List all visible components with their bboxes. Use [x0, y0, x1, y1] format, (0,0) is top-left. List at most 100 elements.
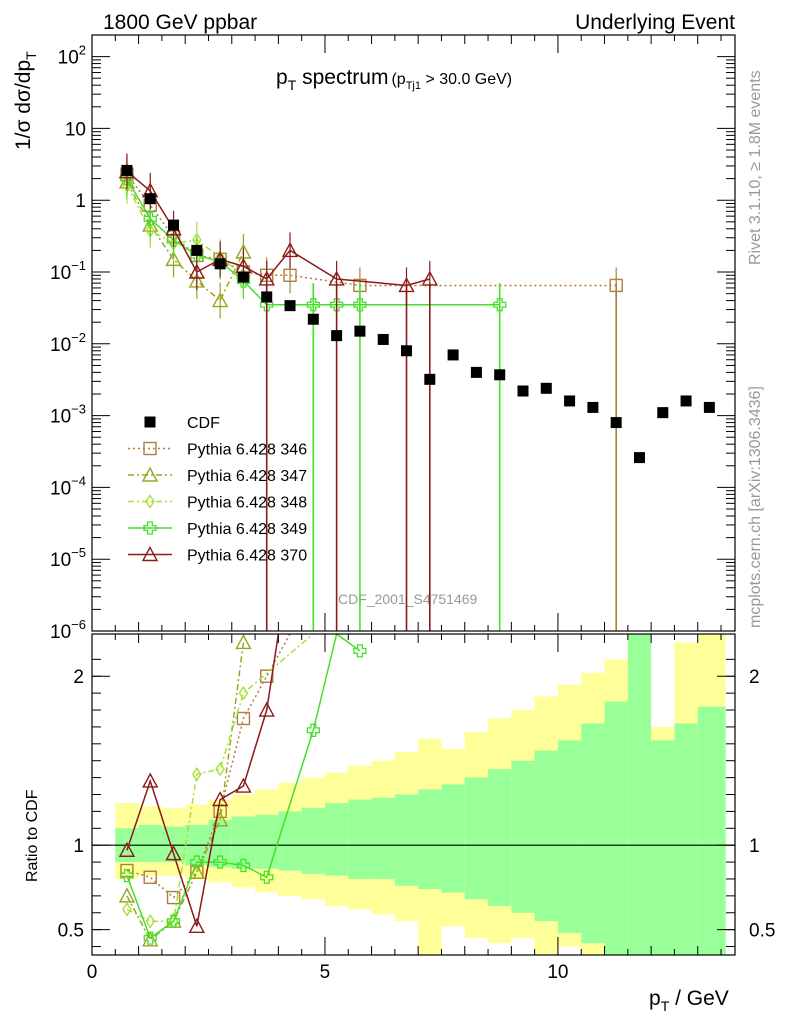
ratio-series-4 [118, 633, 280, 933]
top-frame [91, 34, 736, 632]
ratio-point [165, 845, 182, 861]
xlabel-sub: T [661, 998, 670, 1014]
ratio-point [190, 855, 204, 869]
legend-item: Pythia 6.428 348 [128, 494, 307, 512]
ratio-ylabel: Ratio to CDF [24, 789, 41, 882]
cdf-point [191, 244, 203, 256]
series-point [211, 292, 229, 308]
series-point [306, 298, 320, 312]
ratio-point [188, 917, 206, 933]
header-left: 1800 GeV ppbar [103, 11, 257, 34]
ratio-point [236, 711, 251, 726]
ratio-tick-label-right: 0.5 [749, 921, 775, 942]
legend-marker [144, 416, 156, 428]
inner-band [231, 816, 256, 869]
inner-band [488, 769, 512, 907]
ratio-line [126, 642, 245, 941]
rivet-label: Rivet 3.1.10, ≥ 1.8M events [747, 70, 764, 265]
y-tick-label: 10−6 [50, 617, 86, 643]
inner-band [324, 802, 349, 876]
cdf-point [307, 313, 319, 325]
cdf-point [703, 401, 715, 413]
ratio-uncertainty-bands [92, 634, 735, 955]
legend-item: Pythia 6.428 346 [128, 442, 307, 459]
legend-item: CDF [144, 415, 220, 432]
series-2 [122, 167, 249, 294]
ratio-point [122, 902, 132, 917]
inner-band [627, 634, 652, 955]
cdf-data [121, 164, 715, 464]
ratio-point [120, 868, 134, 883]
ratio-tick-label-right: 2 [749, 667, 760, 688]
legend-marker [141, 546, 159, 562]
ratio-point [235, 633, 252, 650]
cdf-point [517, 385, 529, 397]
ratio-point [145, 913, 156, 929]
y-tick-label: 10 [65, 119, 86, 140]
x-axis-label: pT / GeV [649, 987, 729, 1014]
legend-label: Pythia 6.428 348 [187, 495, 307, 512]
ratio-point [260, 870, 274, 884]
series-point [353, 298, 367, 312]
series-point [143, 212, 157, 226]
y-tick-label: 10−5 [50, 545, 86, 571]
inner-band [441, 784, 465, 893]
ratio-point [238, 685, 249, 701]
ratio-tick-label-left: 2 [73, 667, 84, 688]
inner-band [255, 814, 279, 869]
cdf-point [424, 373, 436, 385]
cdf-point [237, 271, 249, 283]
cdf-point [657, 407, 669, 419]
ratio-tick-label-left: 1 [73, 836, 84, 857]
inner-band [394, 794, 419, 886]
cdf-point [540, 382, 552, 394]
plot-title: pT spectrum (pTj1 > 30.0 GeV) [276, 66, 512, 93]
ratio-point [215, 761, 225, 777]
y-tick-label: 10−3 [50, 402, 86, 428]
ratio-point [191, 766, 202, 782]
cdf-point [564, 395, 576, 407]
cdf-point [401, 345, 413, 357]
ratio-point [211, 791, 229, 807]
inner-band [697, 706, 726, 955]
legend-marker [145, 494, 155, 509]
inner-band [301, 808, 325, 874]
ratio-point [143, 931, 157, 945]
legend: CDF Pythia 6.428 346 Pythia 6.428 347 Pythi… [128, 415, 307, 565]
inner-band [464, 777, 489, 900]
plot-title-rest: spectrum [296, 66, 388, 89]
cdf-point [121, 164, 133, 176]
xlabel-rest: / GeV [669, 987, 729, 1010]
cdf-point [470, 366, 482, 378]
series-0 [120, 156, 623, 304]
legend-label: Pythia 6.428 370 [187, 548, 307, 565]
plot-title-sub: T [288, 77, 297, 93]
y-tick-label: 10−1 [50, 258, 86, 284]
ratio-point [142, 772, 159, 788]
ratio-line [126, 633, 291, 899]
inner-band [138, 824, 162, 863]
legend-label: Pythia 6.428 347 [187, 468, 307, 485]
cdf-point [633, 452, 645, 464]
ratio-line [126, 632, 361, 940]
cdf-point [680, 395, 692, 407]
ratio-point [353, 644, 367, 658]
cdf-point [447, 349, 459, 361]
series-point [283, 268, 297, 282]
ratio-point [118, 841, 136, 857]
cdf-point [261, 291, 273, 303]
top-ylabel-main: 1/σ dσ/dp [12, 60, 35, 150]
inner-band [371, 797, 395, 879]
inner-band [651, 740, 675, 955]
inner-band [604, 701, 628, 955]
series-line [126, 185, 244, 276]
series-point [166, 233, 181, 247]
ratio-point [260, 669, 274, 683]
legend-marker [141, 466, 159, 482]
ratio-panel-series [118, 632, 367, 947]
ratio-point [143, 870, 157, 884]
mcplots-label: mcplots.cern.ch [arXiv:1306.3436] [747, 386, 764, 628]
series-point [165, 250, 182, 267]
ratio-tick-label-right: 1 [749, 836, 760, 857]
